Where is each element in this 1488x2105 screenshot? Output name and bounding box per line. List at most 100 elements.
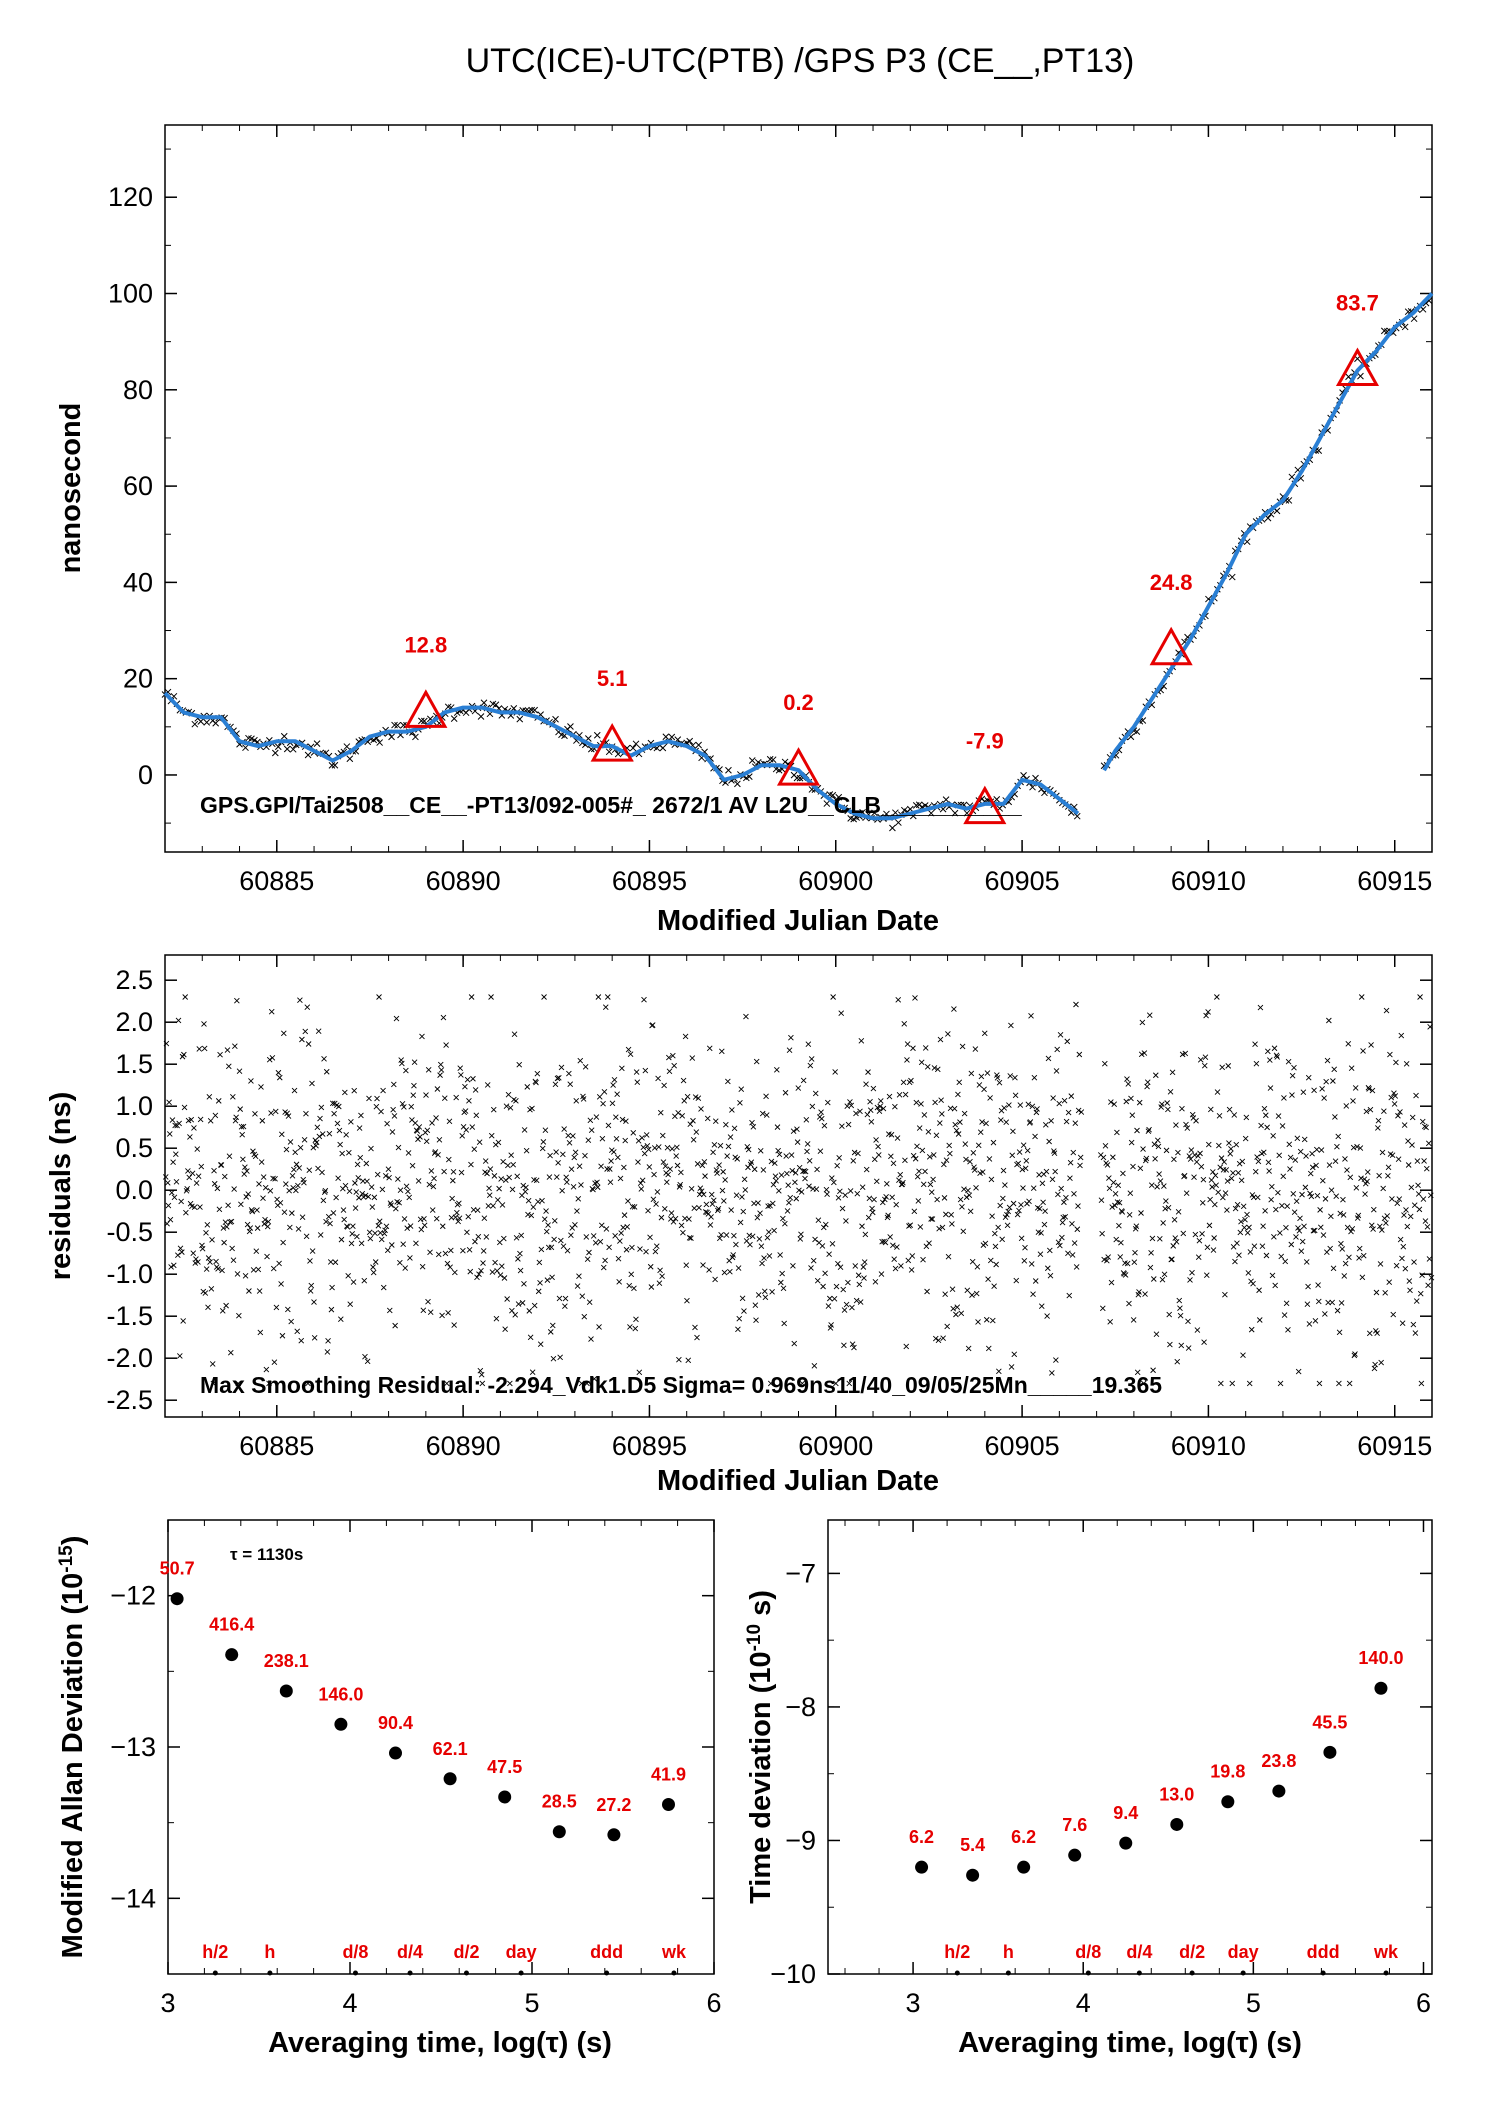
residual-point	[730, 1252, 737, 1258]
residual-point	[514, 1173, 521, 1180]
residual-point	[769, 1200, 776, 1207]
residual-point	[551, 1217, 558, 1224]
residual-point	[600, 1100, 606, 1107]
residual-point	[1350, 1098, 1356, 1104]
deviation-point	[552, 1825, 566, 1839]
residual-point	[1209, 1169, 1216, 1175]
residual-point	[185, 1168, 191, 1174]
residual-point	[1260, 1223, 1266, 1229]
residual-point	[437, 1072, 443, 1078]
residual-point	[467, 1268, 474, 1275]
residual-point	[994, 1075, 1001, 1081]
residual-point	[168, 1264, 174, 1270]
residual-point	[650, 1196, 657, 1203]
residual-point	[1256, 1317, 1263, 1323]
residual-point	[639, 1134, 645, 1141]
residual-point	[590, 1233, 597, 1239]
residual-point	[395, 1176, 401, 1182]
residual-point	[586, 1299, 593, 1306]
residual-point	[838, 1010, 845, 1016]
residual-point	[262, 1184, 269, 1191]
residual-point	[970, 1149, 977, 1156]
residual-point	[568, 1166, 575, 1172]
residual-point	[1343, 1103, 1350, 1109]
residual-point	[979, 1119, 985, 1125]
residual-point	[295, 1226, 302, 1232]
residual-point	[708, 1191, 715, 1198]
deviation-label: 9.4	[1113, 1803, 1138, 1823]
residual-point	[661, 1082, 667, 1089]
residual-point	[505, 1162, 511, 1169]
residual-point	[1214, 1089, 1221, 1095]
residual-point	[1219, 1064, 1226, 1071]
deviation-point	[498, 1790, 512, 1804]
residual-point	[1338, 1300, 1345, 1306]
residual-point	[886, 1093, 893, 1100]
residual-point	[1279, 1123, 1286, 1129]
residual-point	[1029, 1103, 1036, 1110]
residual-point	[667, 1166, 673, 1172]
residual-point	[1385, 1173, 1391, 1179]
residual-point	[725, 1078, 731, 1085]
residual-point	[1067, 1159, 1074, 1166]
chart-title: UTC(ICE)-UTC(PTB) /GPS P3 (CE__,PT13)	[466, 42, 1135, 80]
residual-point	[1017, 1102, 1024, 1108]
residual-point	[416, 1124, 423, 1130]
residual-point	[578, 1380, 585, 1387]
residual-point	[484, 1170, 490, 1177]
residual-point	[1364, 1178, 1370, 1185]
residual-point	[399, 1060, 405, 1067]
residual-point	[1422, 1218, 1429, 1224]
residual-point	[1334, 1307, 1341, 1314]
residual-point	[576, 1273, 582, 1280]
residual-point	[941, 1161, 947, 1168]
residual-point	[1134, 1369, 1141, 1376]
residual-point	[243, 1194, 250, 1200]
data-point	[280, 732, 288, 740]
residual-point	[784, 1170, 790, 1177]
residual-point	[333, 1194, 339, 1201]
triangle-marker	[963, 785, 1007, 825]
residual-point	[1012, 1074, 1018, 1081]
interval-dot	[1085, 1970, 1091, 1976]
residual-point	[296, 1165, 303, 1171]
residual-point	[441, 1095, 448, 1101]
residual-point	[1173, 1238, 1180, 1245]
residual-point	[1002, 1182, 1008, 1188]
residual-point	[806, 1158, 813, 1164]
residual-point	[1014, 1211, 1021, 1218]
residual-point	[814, 1166, 820, 1173]
residual-point	[917, 1224, 924, 1230]
residual-point	[166, 1099, 172, 1106]
residual-point	[1113, 1236, 1120, 1243]
residual-point	[1300, 1089, 1307, 1095]
residual-point	[627, 1324, 633, 1330]
residual-point	[1236, 1252, 1242, 1258]
residual-point	[498, 1263, 505, 1270]
residual-point	[1028, 1013, 1034, 1019]
residual-point	[509, 1186, 516, 1193]
residual-point	[702, 1209, 709, 1215]
residual-point	[1383, 1007, 1390, 1014]
residual-point	[1030, 1291, 1036, 1298]
data-point	[283, 745, 291, 753]
residual-point	[404, 1225, 411, 1231]
residual-point	[205, 1255, 212, 1261]
residual-point	[921, 1112, 928, 1118]
residual-point	[963, 1156, 969, 1163]
residual-point	[909, 1253, 916, 1259]
residual-point	[864, 1111, 871, 1118]
residual-point	[197, 1116, 204, 1123]
residual-point	[851, 1149, 858, 1156]
residual-point	[700, 1262, 706, 1268]
triangle-marker	[590, 723, 634, 762]
residual-point	[1250, 1280, 1256, 1287]
residual-point	[1419, 1272, 1425, 1279]
panel1-x-tick-label: 60885	[239, 866, 314, 896]
residual-point	[901, 1021, 908, 1027]
residual-point	[1130, 1317, 1137, 1323]
residual-point	[828, 1322, 834, 1328]
residual-point	[487, 1166, 494, 1172]
residual-point	[1058, 1185, 1065, 1192]
residual-point	[224, 1047, 231, 1053]
